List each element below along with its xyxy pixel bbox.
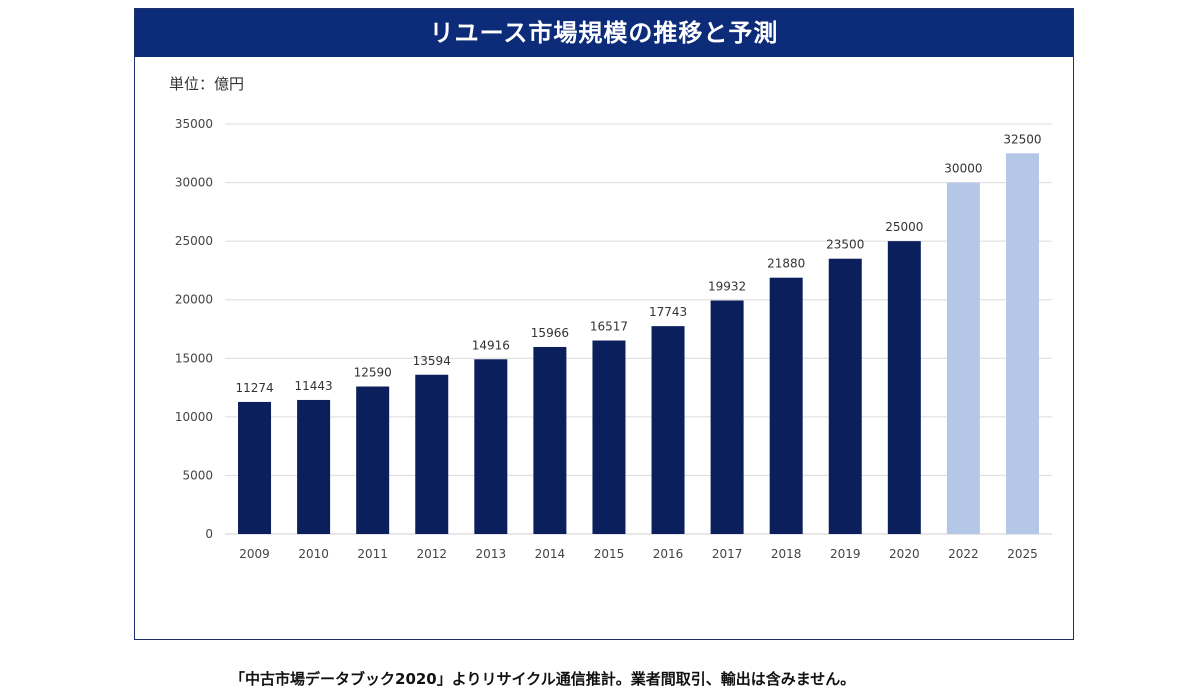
bar [769,277,803,534]
data-label: 11274 [235,381,273,395]
y-tick-label: 25000 [175,234,213,248]
data-label: 15966 [531,326,569,340]
data-label: 23500 [826,238,864,252]
data-label: 21880 [767,257,805,271]
y-tick-label: 10000 [175,410,213,424]
x-tick-label: 2018 [771,547,802,561]
x-tick-label: 2010 [298,547,329,561]
bar [533,346,567,534]
data-label: 11443 [295,379,333,393]
x-tick-label: 2014 [535,547,566,561]
bar [710,300,744,534]
bar [887,241,921,534]
data-label: 17743 [649,305,687,319]
bar [474,359,508,534]
bar [238,401,272,534]
data-label: 32500 [1003,132,1041,146]
unit-label: 単位：億円 [169,75,245,93]
bar [1005,153,1039,535]
x-tick-label: 2009 [239,547,270,561]
x-tick-label: 2012 [416,547,447,561]
x-tick-label: 2017 [712,547,743,561]
y-tick-label: 15000 [175,351,213,365]
y-tick-label: 30000 [175,176,213,190]
y-tick-label: 35000 [175,117,213,131]
x-tick-label: 2015 [594,547,625,561]
data-label: 13594 [413,354,451,368]
data-label: 16517 [590,320,628,334]
data-label: 19932 [708,280,746,294]
x-tick-label: 2020 [889,547,920,561]
x-tick-label: 2011 [357,547,388,561]
data-label: 14916 [472,338,510,352]
bar [828,258,862,534]
chart-title: リユース市場規模の推移と予測 [135,9,1073,57]
x-tick-label: 2019 [830,547,861,561]
y-tick-label: 5000 [182,468,213,482]
x-tick-label: 2022 [948,547,979,561]
bar [592,340,626,534]
x-tick-label: 2025 [1007,547,1038,561]
data-label: 12590 [354,366,392,380]
bar [415,374,449,534]
bar [297,399,331,534]
data-label: 25000 [885,220,923,234]
data-label: 30000 [944,162,982,176]
y-tick-label: 20000 [175,293,213,307]
bar [356,386,390,534]
bar [946,182,980,535]
footnote: 「中古市場データブック2020」よりリサイクル通信推計。業者間取引、輸出は含みま… [230,670,856,688]
y-tick-label: 0 [205,527,213,541]
bar [651,326,685,534]
x-tick-label: 2013 [476,547,507,561]
x-tick-label: 2016 [653,547,684,561]
